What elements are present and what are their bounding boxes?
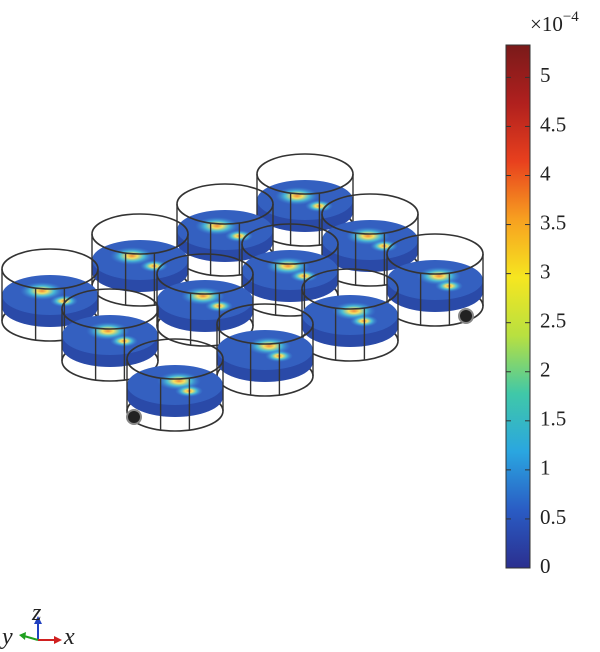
y-arrowhead [19, 632, 26, 640]
resonator [321, 193, 419, 287]
resonator [91, 213, 189, 307]
resonator [126, 338, 224, 432]
x-label: x [63, 624, 75, 650]
colorbar-tick-label: 5 [540, 63, 551, 87]
resonator [301, 268, 399, 362]
cage-ring [321, 193, 419, 235]
hotspot [20, 282, 64, 300]
colorbar-tick-label: 1.5 [540, 407, 566, 431]
colorbar-tick-label: 4 [540, 161, 551, 185]
colorbar [505, 44, 531, 569]
y-arrow [23, 635, 39, 641]
z-label: z [31, 600, 42, 626]
resonator [61, 288, 159, 382]
cage-ring [61, 288, 159, 330]
colorbar-tick-label: 1 [540, 456, 551, 480]
colorbar-tick-label: 3 [540, 259, 551, 283]
cage-ring [301, 268, 399, 310]
colorbar-tick-label: 0 [540, 554, 551, 578]
port [458, 308, 474, 324]
resonator [156, 253, 254, 347]
resonator [176, 183, 274, 277]
cage-ring [176, 183, 274, 225]
colorbar-multiplier: ×10−4 [530, 9, 579, 35]
hotspot [110, 247, 154, 265]
cage-ring [256, 153, 354, 195]
resonator [216, 303, 314, 397]
resonator [256, 153, 354, 247]
colorbar-tick-label: 0.5 [540, 505, 566, 529]
multiplier-base: ×10 [530, 12, 563, 36]
resonator-array [1, 153, 484, 432]
y-label: y [0, 624, 13, 650]
multiplier-exponent: −4 [563, 9, 579, 25]
colorbar-tick-label: 2 [540, 358, 551, 382]
cage-ring [386, 233, 484, 275]
z-arrowhead [34, 616, 42, 624]
cage-ring [91, 213, 189, 255]
x-arrowhead [54, 636, 62, 644]
cage-ring [216, 303, 314, 345]
cage-ring [241, 223, 339, 265]
port [126, 409, 142, 425]
colorbar-tick-label: 2.5 [540, 309, 566, 333]
colorbar-tick-label: 3.5 [540, 210, 566, 234]
colorbar-tick-label: 4.5 [540, 112, 566, 136]
resonator [386, 233, 484, 327]
axes-triad: z y x [0, 600, 75, 650]
cage-ring [1, 248, 99, 290]
hotspot [275, 187, 319, 205]
cage-ring [156, 253, 254, 295]
cage-ring [126, 338, 224, 380]
hotspot [195, 217, 239, 235]
